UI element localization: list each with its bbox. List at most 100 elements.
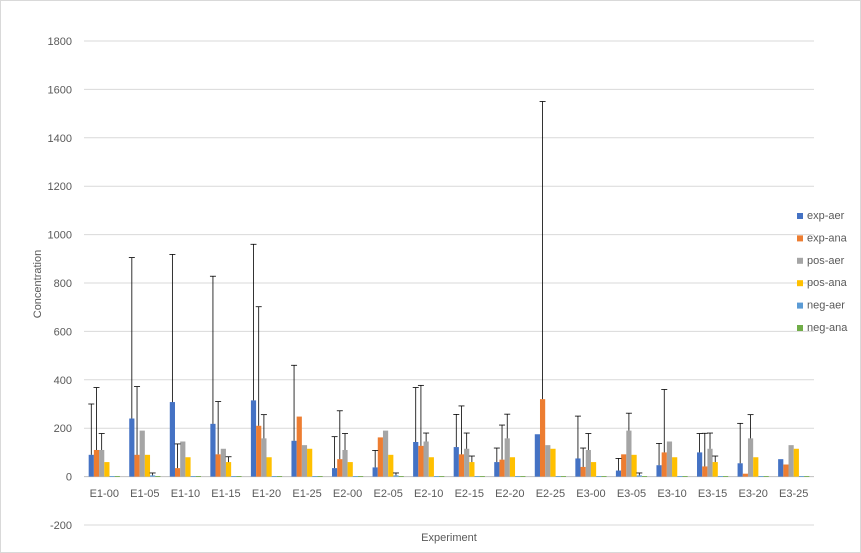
x-tick-label: E1-15 [211, 488, 240, 500]
y-axis-title: Concentration [32, 250, 44, 319]
bar-pos-ana-E3-20 [753, 457, 759, 477]
legend-label-exp-aer: exp-aer [807, 210, 845, 222]
bar-neg-ana-E2-00 [358, 476, 364, 477]
bar-pos-aer-E1-00 [99, 449, 105, 477]
bar-pos-ana-E3-05 [631, 454, 637, 477]
x-tick-label: E2-20 [495, 488, 524, 500]
gridlines [84, 40, 814, 526]
legend-label-pos-ana: pos-ana [807, 277, 848, 289]
bar-neg-ana-E3-15 [723, 476, 729, 477]
x-tick-label: E1-25 [292, 488, 321, 500]
x-tick-label: E3-15 [698, 488, 727, 500]
bar-pos-ana-E2-15 [469, 462, 475, 477]
legend-swatch-exp-aer [797, 213, 803, 219]
bar-neg-ana-E3-10 [682, 476, 688, 477]
x-tick-label: E3-00 [576, 488, 605, 500]
bar-neg-aer-E3-15 [717, 476, 724, 477]
bar-neg-aer-E2-15 [474, 476, 480, 477]
bar-neg-aer-E2-20 [515, 476, 521, 477]
bar-pos-aer-E2-05 [382, 430, 389, 477]
y-tick-label: 1000 [48, 230, 72, 242]
bar-pos-aer-E3-15 [707, 448, 713, 477]
y-tick-label: 600 [54, 326, 72, 338]
legend-swatch-pos-ana [797, 280, 803, 287]
bar-pos-aer-E1-20 [261, 438, 267, 477]
bar-pos-aer-E2-10 [423, 441, 429, 477]
x-tick-label: E2-15 [455, 488, 484, 500]
x-tick-label: E1-20 [252, 488, 281, 500]
bar-exp-ana-E3-20 [742, 473, 748, 477]
bar-neg-aer-E3-20 [758, 476, 764, 477]
bar-exp-aer-E1-00 [88, 454, 94, 477]
bar-exp-aer-E2-20 [494, 462, 500, 477]
y-tick-label: 200 [54, 423, 72, 435]
bar-pos-aer-E1-10 [180, 441, 186, 477]
legend-swatch-exp-ana [797, 235, 803, 242]
bar-exp-aer-E3-05 [615, 470, 622, 477]
bar-exp-ana-E2-20 [499, 459, 505, 477]
x-tick-label: E3-10 [657, 488, 686, 500]
bar-pos-ana-E3-10 [672, 457, 678, 477]
y-tick-label: 1200 [48, 181, 72, 193]
bar-exp-aer-E3-25 [778, 459, 784, 477]
bar-exp-ana-E1-20 [256, 425, 262, 477]
bar-neg-aer-E2-10 [433, 476, 440, 477]
bar-pos-aer-E1-05 [139, 430, 145, 477]
bar-exp-ana-E2-25 [539, 399, 546, 477]
bar-neg-ana-E3-20 [763, 476, 769, 477]
bar-neg-ana-E2-25 [560, 476, 566, 477]
legend-label-neg-aer: neg-aer [807, 300, 845, 312]
bar-neg-ana-E1-20 [276, 476, 283, 477]
bar-neg-ana-E1-15 [236, 476, 242, 477]
x-tick-labels: E1-00 E1-05 E1-10 E1-15 E1-20 E1-25 E2-00 E2-05… [90, 488, 809, 500]
bar-exp-aer-E3-20 [737, 463, 743, 477]
bar-exp-ana-E3-05 [621, 454, 627, 477]
bar-exp-ana-E2-15 [458, 454, 465, 477]
bar-exp-aer-E2-05 [372, 467, 378, 477]
y-tick-label: 0 [66, 472, 72, 484]
bar-pos-aer-E2-25 [545, 445, 551, 477]
bar-neg-ana-E3-00 [601, 476, 607, 477]
bar-pos-aer-E2-15 [464, 448, 470, 477]
bar-exp-aer-E1-25 [291, 440, 297, 477]
bar-pos-aer-E3-25 [788, 445, 794, 477]
bar-exp-ana-E1-05 [134, 454, 140, 477]
bar-pos-ana-E1-05 [144, 454, 151, 477]
bar-neg-aer-E1-20 [271, 476, 277, 477]
bar-exp-ana-E2-00 [337, 459, 343, 477]
bar-exp-aer-E2-10 [413, 441, 419, 477]
bar-exp-ana-E1-00 [93, 449, 100, 477]
bar-pos-ana-E2-25 [550, 448, 556, 477]
x-tick-label: E3-05 [617, 488, 646, 500]
legend: exp-aer exp-ana pos-aer pos-ana neg-aer neg-a… [797, 210, 848, 334]
bar-neg-aer-E3-00 [596, 476, 602, 477]
y-tick-label: 400 [54, 375, 72, 387]
bar-neg-ana-E2-05 [398, 476, 404, 477]
bar-exp-aer-E2-00 [332, 468, 338, 477]
bar-exp-aer-E1-15 [210, 423, 216, 477]
bar-neg-ana-E1-05 [155, 476, 161, 477]
bar-exp-aer-E3-10 [656, 465, 662, 477]
bar-exp-ana-E1-25 [296, 416, 302, 477]
bar-neg-ana-E1-10 [195, 476, 201, 477]
bar-neg-ana-E3-05 [641, 476, 648, 477]
legend-swatch-neg-aer [797, 302, 803, 309]
bar-exp-aer-E1-05 [129, 418, 135, 477]
legend-label-pos-aer: pos-aer [807, 255, 845, 267]
bar-exp-ana-E3-00 [580, 466, 586, 477]
x-tick-label: E1-05 [130, 488, 159, 500]
bar-pos-aer-E2-00 [342, 449, 348, 477]
bar-neg-ana-E2-10 [439, 476, 445, 477]
bar-exp-aer-E1-10 [169, 402, 175, 477]
y-tick-labels: -200 0 200 400 600 800 1000 1200 1400 1600 1800 [48, 36, 72, 532]
bar-pos-ana-E1-10 [185, 457, 191, 477]
bar-neg-aer-E1-25 [312, 476, 318, 477]
bar-pos-aer-E3-20 [747, 438, 754, 477]
bar-exp-aer-E3-15 [697, 452, 703, 477]
bar-neg-ana-E2-15 [479, 476, 485, 477]
bar-pos-aer-E3-00 [585, 449, 591, 477]
bar-neg-aer-E2-05 [393, 475, 399, 477]
bar-pos-ana-E3-25 [793, 448, 799, 477]
bar-exp-aer-E3-00 [575, 458, 581, 477]
